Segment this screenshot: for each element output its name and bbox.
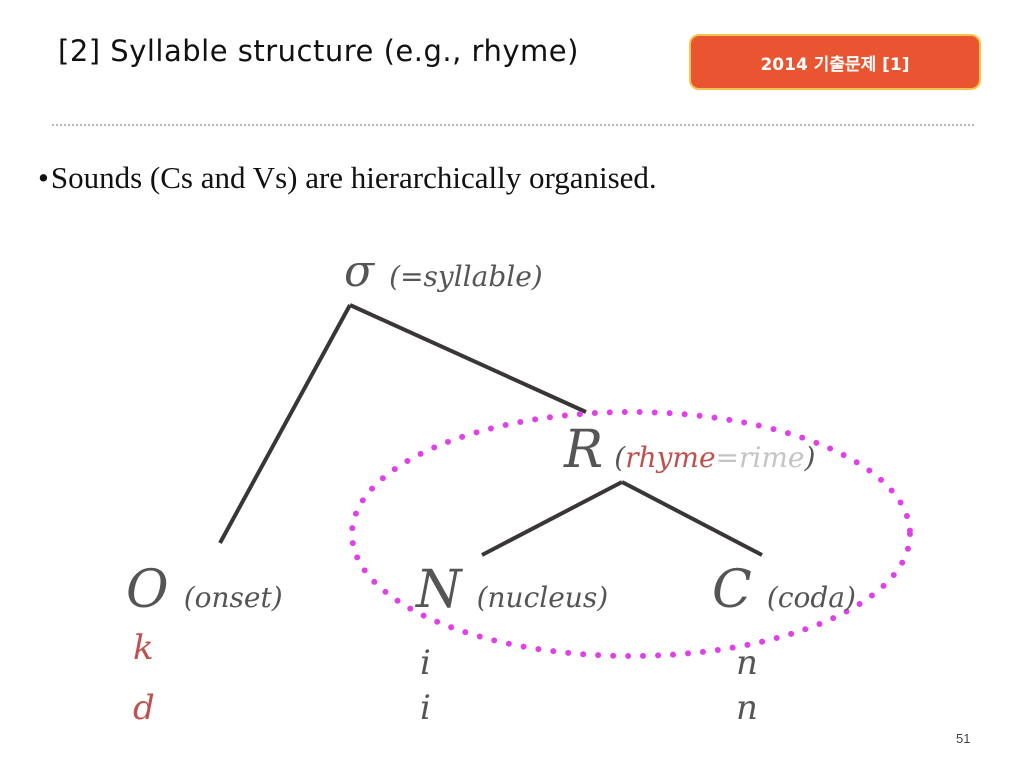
node-nucleus: N (nucleus) — [416, 560, 608, 620]
branch-rhyme-coda — [621, 480, 763, 557]
node-syllable: σ (=syllable) — [344, 246, 543, 297]
branch-root-onset — [218, 304, 352, 544]
onset-label: (onset) — [183, 581, 283, 614]
rhyme-equals: = — [715, 441, 740, 474]
bullet-marker: • — [38, 160, 49, 195]
rhyme-label: (rhyme=rime) — [614, 441, 815, 474]
rhyme-symbol: R — [564, 420, 604, 480]
bullet-text: Sounds (Cs and Vs) are hierarchically or… — [50, 160, 657, 195]
rime-word: rime — [739, 441, 805, 474]
node-coda: C (coda) — [712, 560, 856, 620]
rhyme-open-paren: ( — [614, 441, 626, 474]
divider — [52, 124, 974, 126]
branch-rhyme-nucleus — [481, 480, 623, 557]
page-number: 51 — [956, 731, 971, 746]
syllable-symbol: σ — [344, 246, 375, 297]
onset-symbol: O — [126, 560, 169, 620]
exam-badge: 2014 기출문제 [1] — [689, 34, 981, 90]
coda-segment-1: n — [736, 643, 758, 683]
onset-segment-1: k — [133, 628, 154, 668]
nucleus-symbol: N — [416, 560, 462, 620]
nucleus-segment-1: i — [420, 643, 431, 683]
syllable-label: (=syllable) — [389, 260, 543, 293]
rhyme-word: rhyme — [625, 441, 716, 474]
onset-segment-2: d — [133, 688, 155, 728]
branch-root-rhyme — [349, 303, 587, 414]
node-rhyme: R (rhyme=rime) — [564, 420, 815, 480]
node-onset: O (onset) — [126, 560, 283, 620]
coda-symbol: C — [712, 560, 752, 620]
coda-label: (coda) — [766, 581, 856, 614]
bullet-point: •Sounds (Cs and Vs) are hierarchically o… — [38, 160, 657, 196]
rhyme-close-paren: ) — [804, 441, 816, 474]
nucleus-segment-2: i — [420, 688, 431, 728]
slide-title: [2] Syllable structure (e.g., rhyme) — [58, 34, 579, 68]
rhyme-highlight-ellipse — [349, 409, 913, 659]
coda-segment-2: n — [736, 688, 758, 728]
nucleus-label: (nucleus) — [476, 581, 609, 614]
